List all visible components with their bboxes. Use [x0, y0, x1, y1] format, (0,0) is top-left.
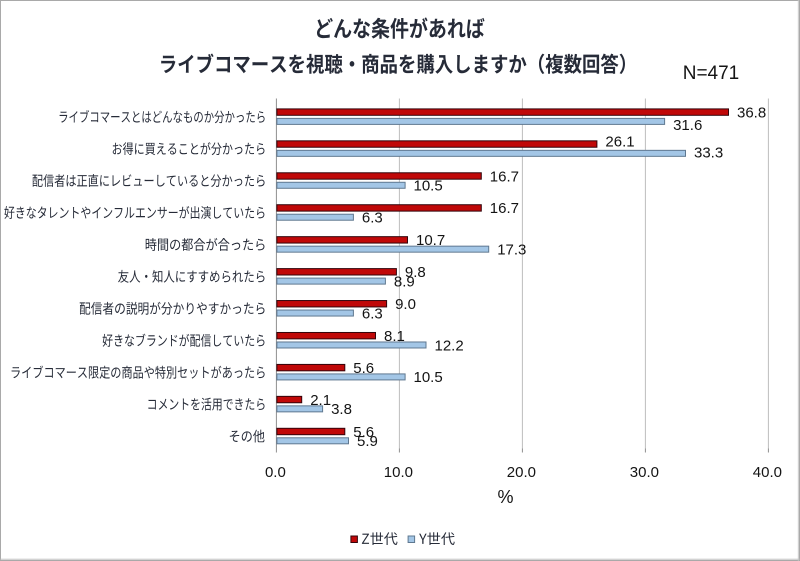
svg-text:20.0: 20.0 — [507, 464, 536, 481]
svg-text:10.0: 10.0 — [384, 464, 413, 481]
svg-text:17.3: 17.3 — [497, 242, 526, 259]
svg-text:12.2: 12.2 — [435, 337, 464, 354]
svg-text:9.0: 9.0 — [395, 296, 416, 313]
svg-text:5.9: 5.9 — [357, 433, 378, 450]
svg-text:10.7: 10.7 — [416, 232, 445, 249]
svg-text:6.3: 6.3 — [362, 210, 383, 227]
svg-text:16.7: 16.7 — [490, 200, 519, 217]
svg-text:10.5: 10.5 — [414, 369, 443, 386]
svg-text:33.3: 33.3 — [694, 144, 723, 161]
svg-text:36.8: 36.8 — [737, 104, 766, 121]
svg-text:N=471: N=471 — [683, 63, 740, 84]
svg-text:16.7: 16.7 — [490, 168, 519, 185]
svg-text:9.8: 9.8 — [405, 264, 426, 281]
svg-text:6.3: 6.3 — [362, 305, 383, 322]
svg-text:8.1: 8.1 — [384, 328, 405, 345]
svg-text:5.6: 5.6 — [353, 424, 374, 441]
svg-text:0.0: 0.0 — [265, 464, 286, 481]
svg-text:%: % — [497, 487, 513, 507]
svg-text:5.6: 5.6 — [353, 360, 374, 377]
svg-text:26.1: 26.1 — [605, 134, 634, 151]
svg-text:10.5: 10.5 — [414, 178, 443, 195]
svg-text:40.0: 40.0 — [753, 464, 782, 481]
svg-text:8.9: 8.9 — [394, 273, 415, 290]
svg-text:31.6: 31.6 — [673, 117, 702, 134]
svg-text:2.1: 2.1 — [310, 392, 331, 409]
svg-text:3.8: 3.8 — [331, 401, 352, 418]
svg-text:30.0: 30.0 — [630, 464, 659, 481]
